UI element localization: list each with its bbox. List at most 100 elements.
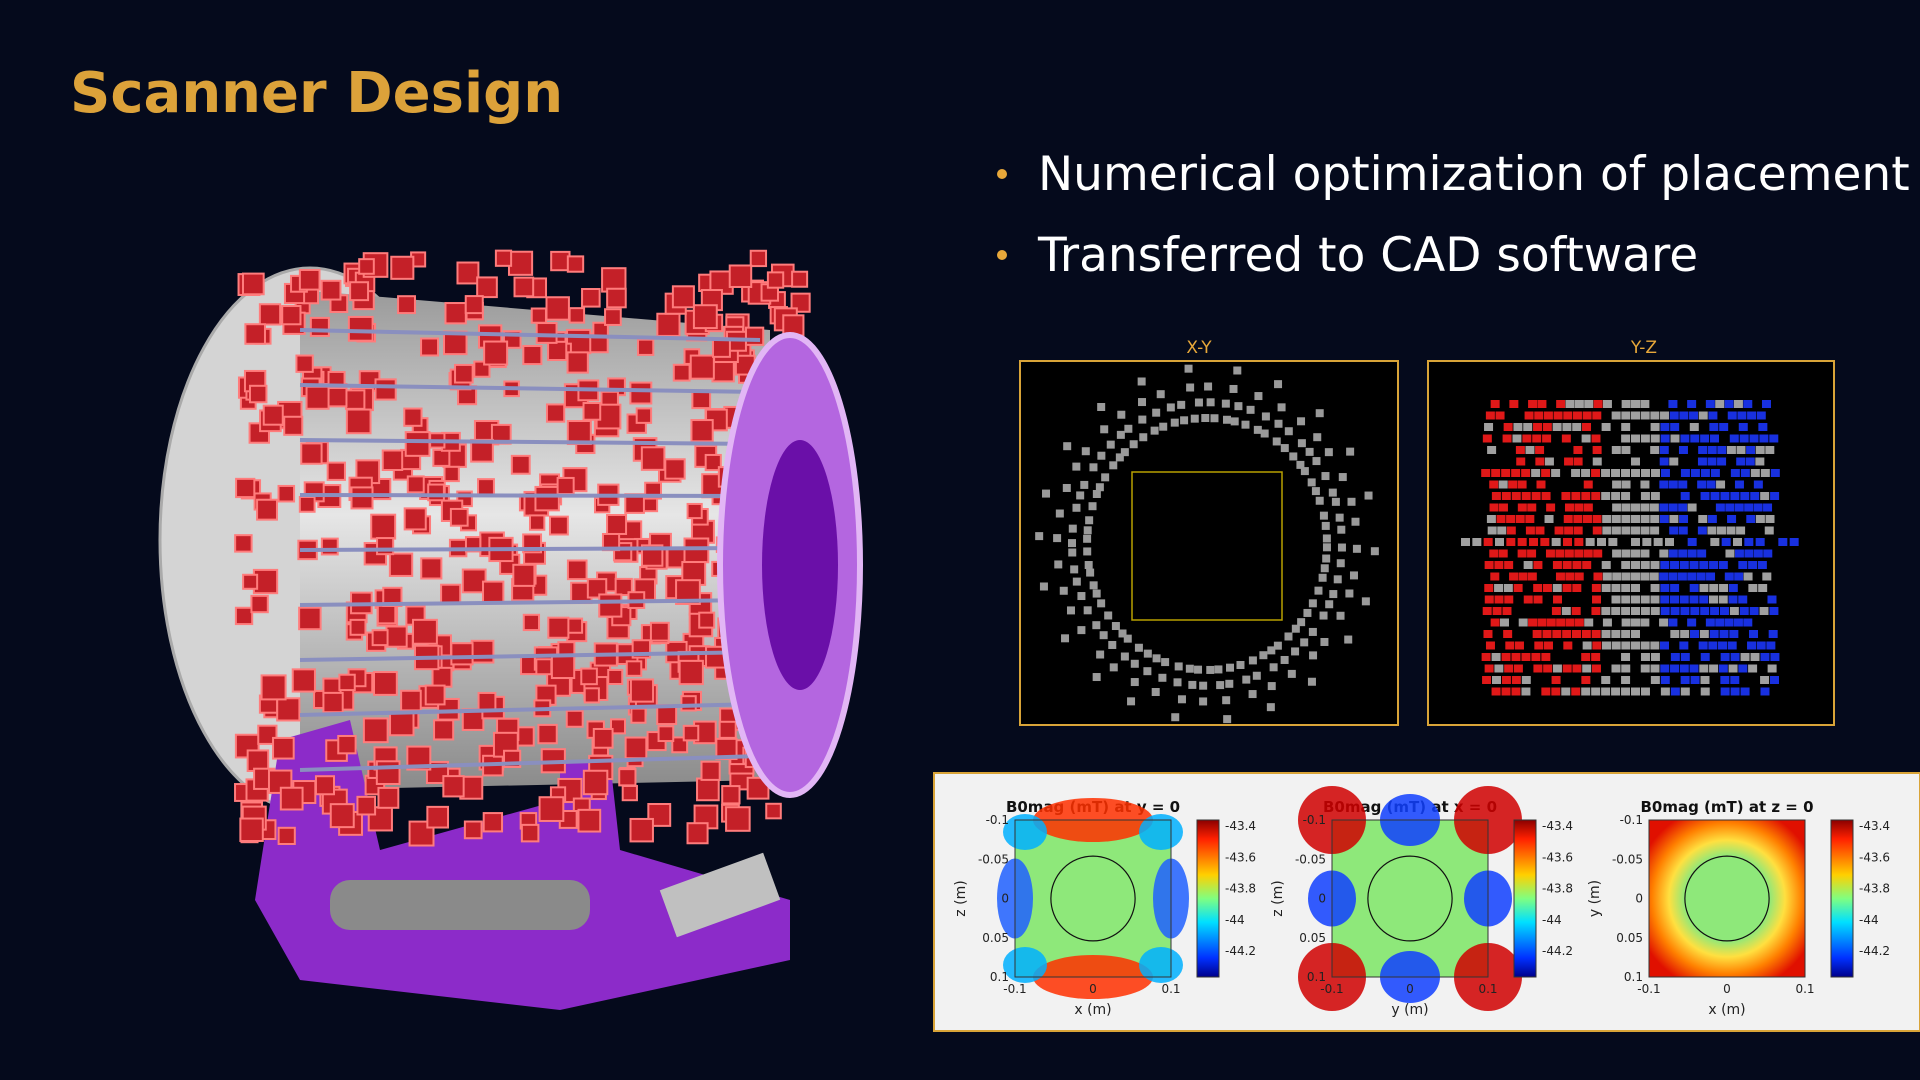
magnet-cube [614,577,633,597]
yz-magnet [1522,434,1532,443]
yz-magnet [1746,515,1756,523]
yz-magnet [1724,618,1734,627]
xy-magnet [1313,433,1322,442]
yz-magnet [1767,664,1777,673]
y-axis-label: y (m) [1587,880,1603,917]
yz-magnet [1631,503,1640,512]
xy-magnet [1077,626,1086,635]
yz-magnet [1734,572,1744,581]
yz-magnet [1756,411,1766,420]
xy-magnet [1118,629,1127,638]
magnet-cube [680,695,697,712]
xy-magnet [1080,480,1089,489]
yz-magnet [1574,538,1584,546]
magnet-cube [276,697,301,722]
yz-magnet [1481,469,1491,477]
rod [299,383,761,394]
yz-magnet [1631,549,1640,558]
yz-magnet [1521,492,1531,500]
yz-magnet [1660,561,1670,569]
yz-magnet [1659,446,1669,454]
yz-magnet [1581,492,1591,500]
yz-magnet [1541,687,1551,696]
bullet-dot [997,169,1007,179]
xy-magnet [1150,426,1159,435]
yz-magnet [1541,492,1551,500]
xy-magnet [1297,618,1306,627]
xy-magnet [1221,399,1230,408]
yz-magnet [1668,572,1678,581]
yz-magnet [1506,526,1516,535]
yz-magnet [1621,492,1631,500]
xy-magnet [1099,631,1108,640]
yz-magnet [1690,607,1700,615]
xy-magnet [1225,679,1234,688]
x-axis-label: x (m) [1708,1002,1745,1018]
yz-magnet [1745,457,1755,466]
xy-magnet [1328,488,1337,497]
yz-magnet [1491,687,1501,696]
magnet-cube [262,404,284,426]
yz-magnet [1523,561,1533,569]
yz-magnet [1687,572,1697,581]
yz-magnet [1649,572,1659,581]
magnet-cube [545,403,566,423]
yz-magnet [1631,526,1640,535]
yz-magnet [1621,400,1631,408]
magnet-cube [420,337,440,357]
yz-magnet [1631,561,1640,569]
magnet-cube [530,307,547,324]
xy-magnet [1138,398,1147,407]
yz-magnet [1591,630,1601,638]
magnet-cube [403,507,427,531]
magnet-cube [728,264,753,288]
yz-magnet [1592,457,1602,466]
xy-magnet [1137,377,1146,386]
yz-magnet [1611,584,1621,592]
magnet-cube [456,261,480,285]
xy-magnet [1338,473,1347,482]
yz-magnet [1710,434,1720,443]
yz-magnet [1665,538,1674,546]
x-tick-label: 0.1 [1478,982,1497,996]
bore-opening [762,440,838,690]
yz-magnet [1755,538,1765,546]
yz-magnet [1749,630,1759,638]
yz-magnet [1679,664,1689,673]
magnet-cube [545,296,570,321]
yz-magnet [1770,676,1780,684]
yz-magnet [1511,492,1521,500]
yz-magnet [1687,400,1697,408]
yz-magnet [1551,687,1561,696]
xy-magnet [1199,697,1208,706]
yz-magnet [1660,595,1670,604]
yz-magnet [1502,434,1512,443]
yz-magnet [1640,653,1650,661]
rod [299,598,761,607]
xy-magnet [1284,427,1293,436]
xy-magnet [1188,680,1197,689]
yz-magnet [1660,423,1670,431]
yz-magnet [1621,687,1631,696]
yz-magnet [1640,561,1650,569]
yz-magnet [1747,411,1757,420]
xy-magnet [1214,665,1223,674]
yz-magnet [1527,572,1537,581]
magnet-cube [427,483,445,502]
colorbar [1513,819,1537,978]
xy-magnet [1329,590,1338,599]
magnet-cube [403,407,423,427]
yz-magnet [1551,676,1561,684]
yz-magnet [1582,411,1592,420]
xy-magnet [1177,695,1186,704]
magnet-cube [606,287,627,309]
yz-magnet [1660,607,1670,615]
yz-magnet [1720,687,1730,696]
yz-magnet [1660,584,1670,592]
xy-magnet [1085,516,1094,525]
yz-magnet [1492,607,1502,615]
yz-magnet [1710,607,1720,615]
xy-magnet [1066,606,1075,615]
magnet-cube [512,563,536,587]
